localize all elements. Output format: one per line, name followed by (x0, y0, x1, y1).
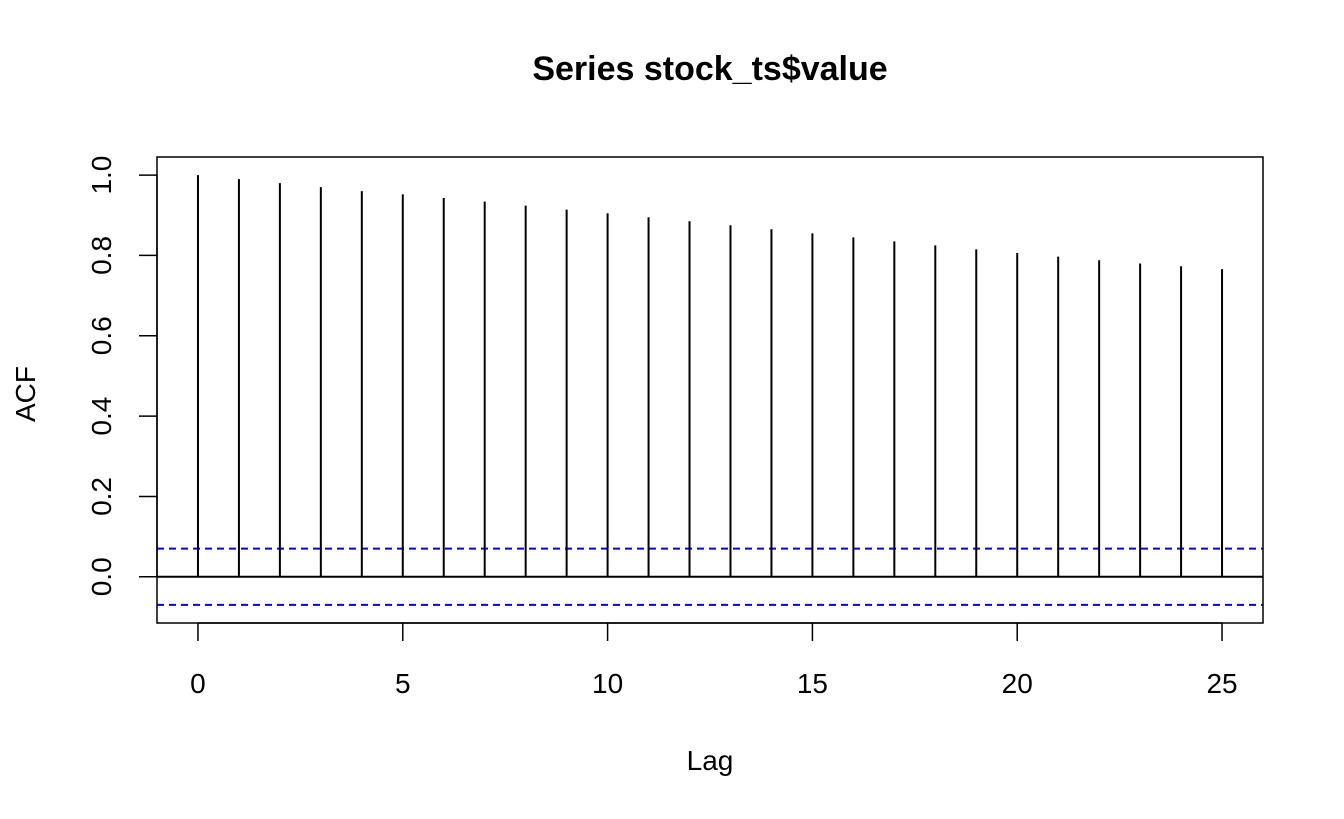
x-tick-label-20: 20 (1002, 668, 1033, 699)
x-tick-label-5: 5 (395, 668, 411, 699)
x-axis-label: Lag (687, 745, 734, 776)
x-tick-label-25: 25 (1206, 668, 1237, 699)
plot-area (157, 175, 1263, 606)
y-tick-label-0.4: 0.4 (86, 397, 117, 436)
x-tick-label-15: 15 (797, 668, 828, 699)
x-tick-label-0: 0 (190, 668, 206, 699)
y-tick-label-0.0: 0.0 (86, 557, 117, 596)
x-tick-label-10: 10 (592, 668, 623, 699)
y-tick-label-0.8: 0.8 (86, 236, 117, 275)
chart-title: Series stock_ts$value (532, 50, 887, 88)
y-tick-label-0.2: 0.2 (86, 477, 117, 516)
plot-frame (156, 156, 1264, 624)
y-axis-label: ACF (10, 366, 41, 422)
y-tick-label-0.6: 0.6 (86, 316, 117, 355)
y-tick-label-1.0: 1.0 (86, 156, 117, 195)
